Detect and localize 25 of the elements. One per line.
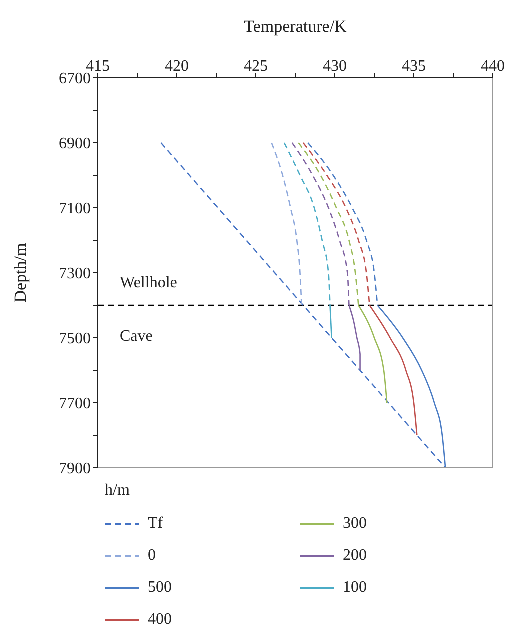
line-series — [271, 142, 302, 306]
y-axis-title: Depth/m — [11, 243, 30, 303]
y-tick-label: 7900 — [59, 460, 91, 478]
y-tick-label: 7300 — [59, 266, 91, 283]
y-tick-label: 7700 — [59, 396, 91, 413]
x-tick-label: 435 — [402, 58, 426, 75]
x-tick-label: 420 — [165, 58, 189, 75]
annotation: Cave — [120, 328, 153, 345]
x-tick-label: 430 — [323, 58, 347, 75]
y-tick-label: 6900 — [59, 136, 91, 153]
x-axis-title: Temperature/K — [244, 17, 348, 36]
x-tick-label: 425 — [244, 58, 268, 75]
legend-label: 300 — [343, 515, 367, 533]
y-tick-label: 7100 — [59, 200, 91, 218]
legend-label: 400 — [148, 611, 172, 629]
legend-label: Tf — [148, 515, 164, 533]
legend-label: 0 — [148, 547, 156, 565]
x-tick-label: 440 — [481, 58, 505, 75]
legend-label: 200 — [343, 547, 367, 565]
legend-title: h/m — [105, 482, 131, 500]
y-tick-label: 6700 — [59, 70, 91, 88]
legend-label: 500 — [148, 579, 172, 597]
legend-label: 100 — [343, 579, 367, 597]
annotation: Wellhole — [120, 274, 178, 292]
y-tick-label: 7500 — [59, 330, 91, 348]
